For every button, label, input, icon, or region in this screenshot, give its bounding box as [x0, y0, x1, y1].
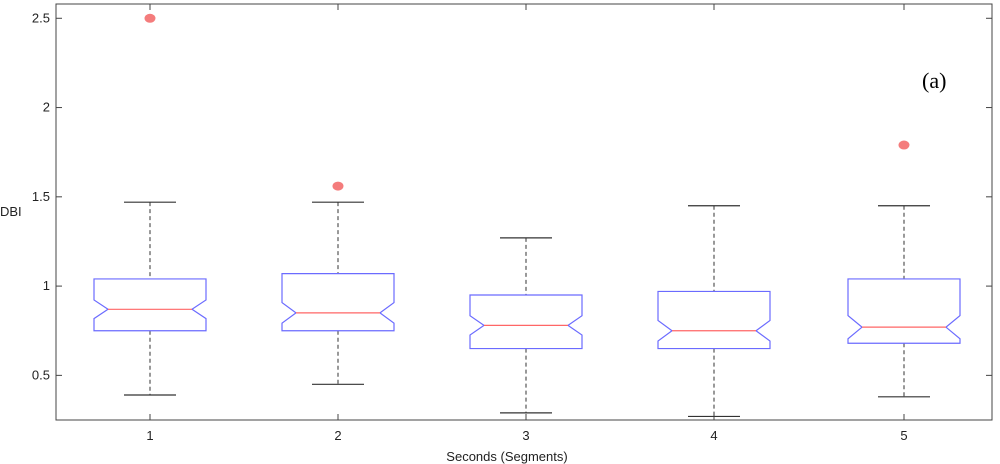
box-5	[847, 140, 961, 398]
notched-box	[281, 272, 395, 332]
outlier-point	[898, 140, 910, 150]
notched-box	[657, 290, 771, 350]
y-tick-label: 1	[43, 278, 50, 293]
outlier-point	[332, 181, 344, 191]
panel-label: (a)	[922, 68, 946, 93]
notched-box	[93, 278, 207, 332]
y-axis-label: DBI	[0, 204, 22, 219]
y-tick-label: 2	[43, 100, 50, 115]
box-1	[93, 13, 207, 396]
notched-box	[847, 278, 961, 344]
outlier-point	[144, 13, 156, 23]
x-axis-label: Seconds (Segments)	[446, 449, 567, 464]
y-tick-label: 2.5	[32, 10, 50, 25]
notched-box	[469, 294, 583, 350]
box-3	[469, 237, 583, 414]
x-tick-label: 5	[900, 428, 907, 443]
box-4	[657, 205, 771, 418]
x-tick-label: 1	[146, 428, 153, 443]
box-2	[281, 181, 395, 385]
x-tick-label: 2	[334, 428, 341, 443]
y-tick-label: 1.5	[32, 189, 50, 204]
y-axis: 0.5 1 1.5 2 2.5	[32, 10, 992, 382]
x-tick-label: 3	[522, 428, 529, 443]
plot-frame	[55, 3, 993, 421]
box-series	[93, 13, 961, 418]
y-tick-label: 0.5	[32, 367, 50, 382]
x-tick-label: 4	[710, 428, 717, 443]
x-axis: 1 2 3 4 5	[146, 4, 908, 443]
